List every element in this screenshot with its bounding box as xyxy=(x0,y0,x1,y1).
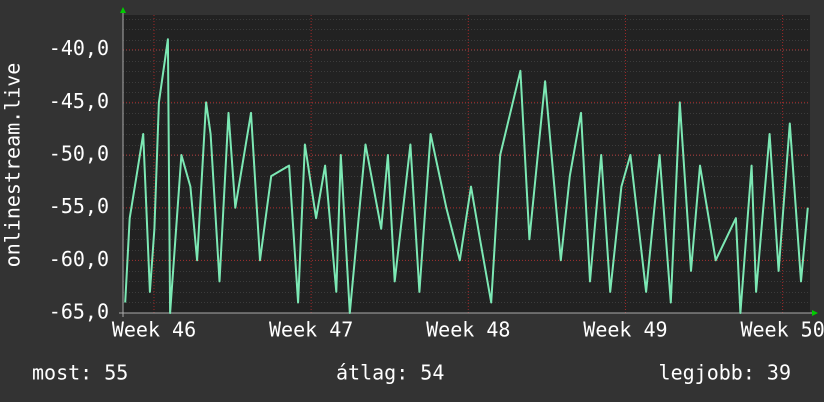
x-tick-label: Week 48 xyxy=(426,318,510,342)
y-tick-label: -50,0 xyxy=(49,142,109,166)
x-axis-arrow xyxy=(812,310,818,316)
y-tick-label: -65,0 xyxy=(49,300,109,324)
x-tick-label: Week 49 xyxy=(583,318,667,342)
y-tick-label: -55,0 xyxy=(49,194,109,218)
minor-grid xyxy=(123,15,810,313)
y-axis-arrow xyxy=(120,7,126,13)
x-tick-label: Week 46 xyxy=(112,318,196,342)
footer-current: most: 55 xyxy=(32,361,128,385)
footer-max: legjobb: 39 xyxy=(659,361,791,385)
x-tick-label: Week 47 xyxy=(269,318,353,342)
data-line xyxy=(124,38,809,314)
y-axis-label: onlinestream.live xyxy=(1,63,25,268)
footer-average: átlag: 54 xyxy=(336,361,444,385)
y-tick-label: -60,0 xyxy=(49,247,109,271)
y-tick-label: -45,0 xyxy=(49,89,109,113)
x-tick-label: Week 50 xyxy=(740,318,824,342)
y-tick-label: -40,0 xyxy=(49,36,109,60)
